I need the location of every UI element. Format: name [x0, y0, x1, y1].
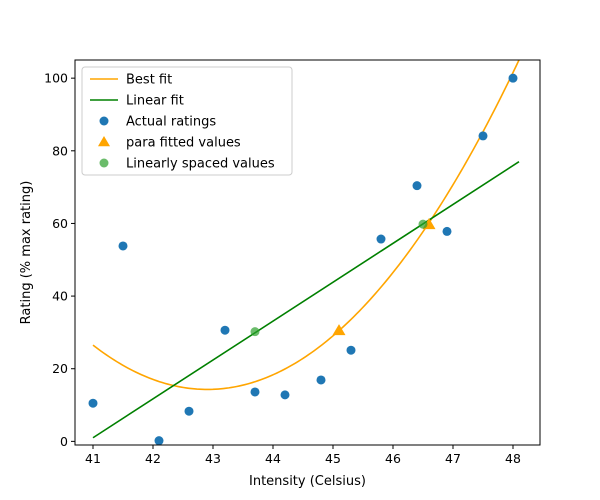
actual-ratings-point — [220, 325, 230, 335]
x-tick-label: 41 — [85, 451, 101, 466]
y-tick-label: 0 — [60, 434, 68, 449]
actual-ratings-legend-swatch — [99, 116, 109, 126]
x-tick-label: 45 — [325, 451, 341, 466]
x-tick-label: 44 — [265, 451, 281, 466]
actual-ratings-point — [280, 390, 290, 400]
x-tick-label: 43 — [205, 451, 221, 466]
actual-ratings-legend-label: Actual ratings — [126, 115, 216, 130]
linearly-spaced-values-legend-label: Linearly spaced values — [126, 157, 275, 172]
y-tick-label: 100 — [44, 71, 68, 86]
best-fit-line — [92, 60, 520, 391]
y-tick-label: 40 — [52, 289, 68, 304]
actual-ratings-point — [118, 241, 128, 251]
para-fitted-values-legend-label: para fitted values — [126, 136, 241, 151]
para-fitted-values-legend-swatch — [98, 136, 110, 147]
actual-ratings-point — [250, 387, 260, 397]
linearly-spaced-values-point — [250, 327, 260, 337]
actual-ratings-point — [88, 398, 98, 408]
actual-ratings-point — [184, 406, 194, 416]
actual-ratings-point — [508, 73, 518, 83]
linearly-spaced-values-point — [418, 219, 428, 229]
legend-box — [81, 66, 293, 176]
axes-frame — [74, 59, 541, 446]
actual-ratings-point — [478, 131, 488, 141]
linear-fit-legend-label: Linear fit — [126, 94, 184, 109]
axis-ticks: 41 42 43 44 45 46 47 48 0 20 40 60 80 100 — [44, 71, 521, 466]
best-fit-legend-label: Best fit — [126, 73, 172, 88]
actual-ratings-point — [346, 345, 356, 355]
y-tick-label: 20 — [52, 361, 68, 376]
y-axis-label: Rating (% max rating) — [19, 181, 34, 325]
y-tick-label: 60 — [52, 216, 68, 231]
linearly-spaced-values-legend-swatch — [99, 158, 109, 168]
actual-ratings-point — [154, 436, 164, 445]
actual-ratings-point — [412, 181, 422, 191]
actual-ratings-point — [376, 234, 386, 244]
actual-ratings-point — [316, 375, 326, 385]
x-tick-label: 46 — [385, 451, 401, 466]
actual-ratings-point — [442, 226, 452, 236]
y-tick-label: 80 — [52, 143, 68, 158]
plot-area — [88, 60, 520, 445]
legend: Best fit Linear fit Actual ratings para fit… — [81, 66, 293, 176]
x-tick-label: 42 — [145, 451, 161, 466]
x-tick-label: 47 — [445, 451, 461, 466]
linear-fit-line — [92, 161, 520, 439]
x-tick-label: 48 — [505, 451, 521, 466]
para-fitted-values-point — [332, 324, 346, 336]
x-axis-label: Intensity (Celsius) — [249, 474, 366, 489]
